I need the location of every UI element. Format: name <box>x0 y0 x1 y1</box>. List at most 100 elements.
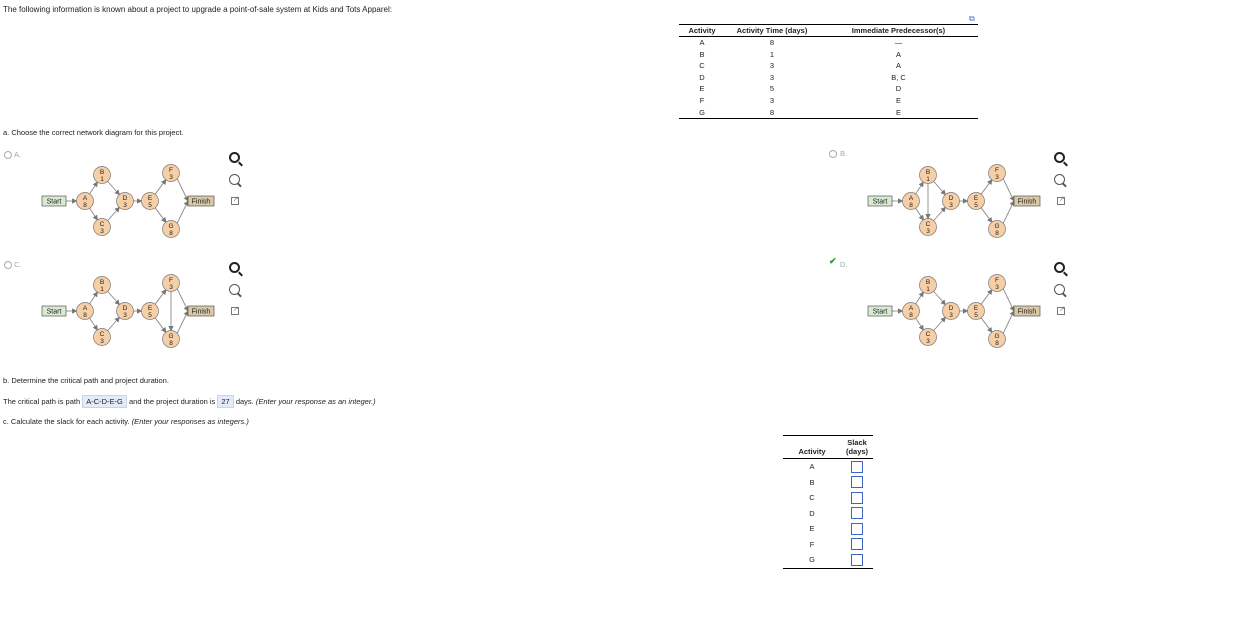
node-c <box>93 218 111 236</box>
slack-input-g[interactable] <box>851 553 863 566</box>
node-time: 1 <box>100 176 104 183</box>
arrow-C-D <box>107 206 120 221</box>
cell: — <box>894 38 903 47</box>
node-name: B <box>100 169 104 176</box>
finish-label: Finish <box>192 199 211 206</box>
part-c-question-line: c. Calculate the slack for each activity… <box>3 417 249 426</box>
node-name: D <box>949 305 954 312</box>
slack-input-a[interactable] <box>851 460 863 473</box>
option-a-diagram: Start Finish A 8 B 1 C 3 D 3 E 5 F 3 G 8 <box>40 162 220 246</box>
zoom-out-icon[interactable] <box>1054 284 1065 295</box>
node-time: 8 <box>83 312 87 319</box>
finish-box <box>1013 195 1041 207</box>
zoom-in-icon[interactable] <box>229 152 240 163</box>
node-name: G <box>994 333 999 340</box>
cell: 3 <box>769 72 775 82</box>
arrow-F-finish <box>176 178 189 202</box>
expand-icon[interactable] <box>1057 195 1065 205</box>
slack-input-e[interactable] <box>851 522 863 535</box>
node-b <box>93 166 111 184</box>
slack-input-b[interactable] <box>851 476 863 489</box>
node-name: E <box>974 195 979 202</box>
node-name: F <box>995 277 999 284</box>
start-label: Start <box>873 309 888 316</box>
start-box <box>41 195 67 207</box>
finish-box <box>1013 305 1041 317</box>
option-c-radio[interactable] <box>4 261 12 269</box>
node-time: 3 <box>100 338 104 345</box>
node-d <box>942 302 960 320</box>
node-name: D <box>949 195 954 202</box>
node-b <box>919 166 937 184</box>
option-b-radio[interactable] <box>829 150 837 158</box>
sentence-mid: and the project duration is <box>128 397 216 406</box>
sentence-post: days. <box>235 397 254 406</box>
table-row: A <box>783 459 873 475</box>
node-a <box>902 302 920 320</box>
option-a-label: A. <box>14 150 22 159</box>
cell: F <box>809 539 815 549</box>
slack-input-c[interactable] <box>851 491 863 504</box>
node-name: G <box>168 223 173 230</box>
cell: E <box>819 106 978 120</box>
node-d <box>116 302 134 320</box>
copy-icon[interactable]: ⧉ <box>969 14 975 23</box>
node-time: 8 <box>83 202 87 209</box>
start-label: Start <box>873 199 888 206</box>
arrow-E-G <box>154 207 167 223</box>
cell: 1 <box>769 49 775 59</box>
col-activity: Activity <box>783 435 841 459</box>
node-time: 5 <box>148 202 152 209</box>
zoom-out-icon[interactable] <box>229 174 240 185</box>
arrow-A-C <box>915 317 924 331</box>
option-a-radio[interactable] <box>4 151 12 159</box>
node-c <box>919 218 937 236</box>
cell: C <box>699 61 705 71</box>
node-time: 3 <box>926 338 930 345</box>
table-row: E 5 D <box>679 83 978 95</box>
zoom-in-icon[interactable] <box>1054 262 1065 273</box>
part-b-answer-line: The critical path is path A-C-D-E-G and … <box>3 395 376 408</box>
node-name: A <box>83 195 88 202</box>
arrow-F-finish <box>176 288 189 312</box>
node-name: F <box>995 167 999 174</box>
arrow-A-C <box>915 207 924 221</box>
zoom-in-icon[interactable] <box>229 262 240 273</box>
slack-input-f[interactable] <box>851 538 863 551</box>
arrow-G-finish <box>176 200 189 224</box>
table-row: G <box>783 552 873 569</box>
arrow-E-G <box>154 317 167 333</box>
node-name: C <box>926 221 931 228</box>
checkmark-icon: ✔ <box>829 256 837 266</box>
node-a <box>76 192 94 210</box>
expand-icon[interactable] <box>231 305 239 315</box>
arrow-G-finish <box>1002 310 1015 334</box>
critical-path-answer[interactable]: A-C-D-E-G <box>82 395 127 408</box>
arrow-A-C <box>89 317 98 331</box>
node-c <box>93 328 111 346</box>
expand-icon[interactable] <box>231 195 239 205</box>
option-b-label: B. <box>840 149 848 158</box>
node-b <box>93 276 111 294</box>
zoom-out-icon[interactable] <box>1054 174 1065 185</box>
expand-icon[interactable] <box>1057 305 1065 315</box>
finish-label: Finish <box>1018 199 1037 206</box>
node-time: 8 <box>169 340 173 347</box>
col-activity: Activity <box>679 24 725 37</box>
node-f <box>988 274 1006 292</box>
table-row: F <box>783 537 873 553</box>
table-row: B 1 A <box>679 49 978 61</box>
duration-answer[interactable]: 27 <box>217 395 234 408</box>
table-row: E <box>783 521 873 537</box>
cell: 5 <box>769 84 775 94</box>
zoom-in-icon[interactable] <box>1054 152 1065 163</box>
option-d-label: D. <box>840 260 848 269</box>
node-name: B <box>926 169 930 176</box>
part-c-question: c. Calculate the slack for each activity… <box>3 417 130 426</box>
slack-input-d[interactable] <box>851 507 863 520</box>
zoom-out-icon[interactable] <box>229 284 240 295</box>
cell: 3 <box>769 95 775 105</box>
